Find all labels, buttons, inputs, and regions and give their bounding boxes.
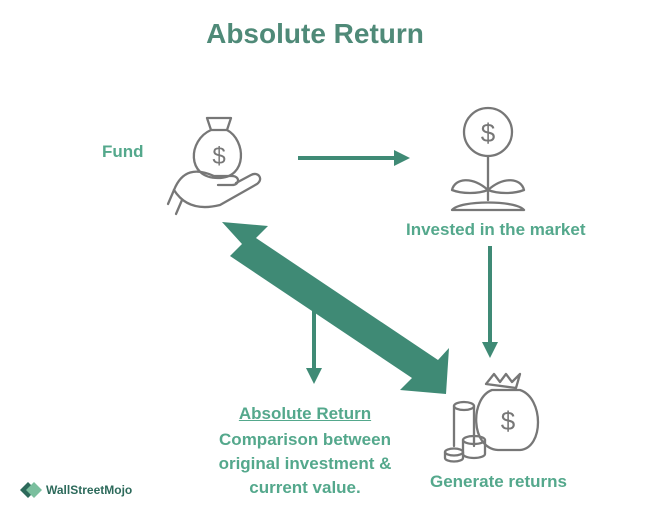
wallstreetmojo-logo-icon [20, 482, 42, 498]
page-title: Absolute Return [206, 18, 424, 49]
dollar-plant-icon: $ [450, 106, 526, 212]
description-line: current value. [249, 478, 361, 497]
brand-name: WallStreetMojo [46, 483, 133, 497]
svg-text:$: $ [501, 406, 516, 436]
absolute-return-heading: Absolute Return [238, 404, 372, 423]
svg-text:$: $ [212, 143, 225, 170]
money-bag-hand-icon: $ [166, 116, 262, 216]
brand-logo: WallStreetMojo [20, 482, 132, 498]
absolute-return-description: Comparison between original investment &… [190, 428, 420, 500]
arrow-invested-to-generate [482, 246, 498, 358]
description-line: original investment & [218, 454, 392, 473]
generate-returns-label: Generate returns [430, 472, 567, 491]
double-arrow-fund-generate [222, 222, 449, 394]
description-line: Comparison between [219, 430, 391, 449]
invested-label: Invested in the market [406, 220, 586, 239]
arrow-to-absolute-return [306, 302, 322, 384]
svg-text:$: $ [481, 118, 496, 148]
fund-label: Fund [102, 142, 144, 161]
arrow-fund-to-invested [298, 150, 410, 166]
coins-money-bag-icon: $ [443, 372, 540, 463]
